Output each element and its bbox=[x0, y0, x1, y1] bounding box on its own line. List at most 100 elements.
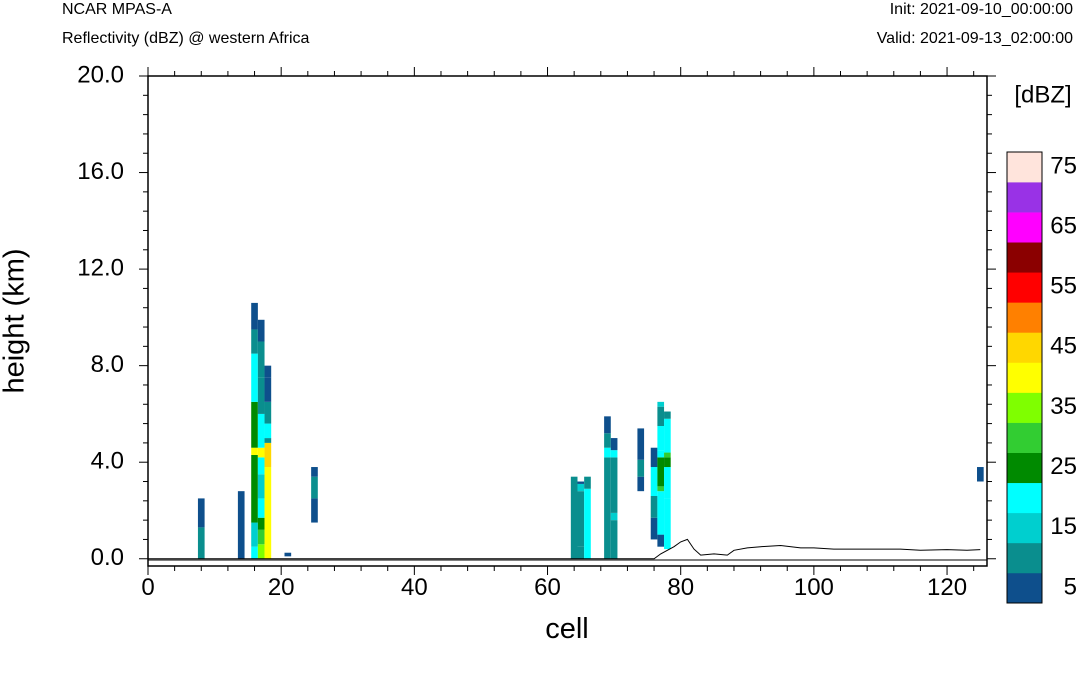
reflectivity-cell bbox=[264, 442, 272, 468]
colorbar-units: [dBZ] bbox=[1014, 81, 1071, 108]
reflectivity-cell bbox=[251, 302, 258, 330]
reflectivity-cell bbox=[251, 546, 258, 559]
colorbar-swatch bbox=[1007, 332, 1042, 363]
y-tick-label: 16.0 bbox=[77, 158, 124, 185]
reflectivity-cell bbox=[584, 476, 591, 489]
reflectivity-cell bbox=[664, 457, 671, 468]
y-tick-label: 0.0 bbox=[91, 544, 124, 571]
colorbar-swatch bbox=[1007, 212, 1042, 243]
colorbar-label: 15 bbox=[1050, 513, 1077, 540]
x-tick-label: 20 bbox=[268, 574, 295, 601]
reflectivity-cell bbox=[610, 457, 618, 513]
init-time: Init: 2021-09-10_00:00:00 bbox=[889, 1, 1073, 18]
reflectivity-cell bbox=[264, 365, 272, 378]
reflectivity-cell bbox=[251, 447, 258, 455]
reflectivity-cell bbox=[657, 486, 665, 492]
reflectivity-cell bbox=[637, 476, 645, 492]
reflectivity-cell bbox=[664, 418, 671, 453]
reflectivity-cell bbox=[610, 438, 618, 451]
colorbar-swatch bbox=[1007, 422, 1042, 453]
reflectivity-cell bbox=[570, 476, 578, 559]
colorbar-label: 65 bbox=[1050, 213, 1077, 240]
valid-time: Valid: 2021-09-13_02:00:00 bbox=[876, 30, 1073, 47]
reflectivity-cell bbox=[257, 517, 265, 530]
reflectivity-cell bbox=[257, 341, 265, 378]
terrain-line bbox=[148, 538, 981, 560]
reflectivity-cell bbox=[197, 498, 205, 528]
reflectivity-cell bbox=[251, 401, 258, 448]
colorbar-swatch bbox=[1007, 302, 1042, 333]
reflectivity-cell bbox=[257, 319, 265, 342]
reflectivity-cell bbox=[264, 467, 272, 559]
reflectivity-cell bbox=[664, 467, 671, 499]
x-axis-title: cell bbox=[545, 613, 589, 645]
reflectivity-cell bbox=[264, 401, 272, 424]
colorbar-swatch bbox=[1007, 362, 1042, 393]
reflectivity-cell bbox=[610, 520, 618, 559]
reflectivity-cell bbox=[637, 428, 645, 460]
reflectivity-cell bbox=[637, 459, 645, 477]
colorbar-label: 5 bbox=[1064, 573, 1077, 600]
reflectivity-cell bbox=[311, 467, 318, 477]
x-tick-label: 60 bbox=[534, 574, 561, 601]
y-tick-label: 20.0 bbox=[77, 61, 124, 88]
colorbar-label: 25 bbox=[1050, 453, 1077, 480]
x-tick-label: 0 bbox=[141, 574, 154, 601]
colorbar-swatch bbox=[1007, 182, 1042, 213]
reflectivity-cell bbox=[577, 483, 585, 492]
reflectivity-cell bbox=[657, 457, 665, 487]
reflectivity-cell bbox=[977, 467, 984, 482]
reflectivity-cell bbox=[664, 498, 671, 550]
reflectivity-cell bbox=[251, 454, 258, 523]
colorbar-swatch bbox=[1007, 242, 1042, 273]
x-tick-label: 120 bbox=[927, 574, 967, 601]
field-title: Reflectivity (dBZ) @ western Africa bbox=[62, 30, 310, 47]
colorbar-swatch bbox=[1007, 542, 1042, 574]
model-name: NCAR MPAS-A bbox=[62, 1, 172, 18]
reflectivity-cell bbox=[577, 546, 585, 559]
reflectivity-cell bbox=[657, 406, 665, 426]
colorbar-swatch bbox=[1007, 572, 1042, 604]
colorbar-swatch bbox=[1007, 482, 1042, 514]
reflectivity-cell bbox=[604, 416, 611, 434]
reflectivity-cell bbox=[251, 329, 258, 354]
reflectivity-cell bbox=[657, 426, 665, 451]
reflectivity-cell bbox=[264, 438, 272, 443]
reflectivity-cell bbox=[577, 491, 585, 547]
x-tick-label: 100 bbox=[794, 574, 834, 601]
reflectivity-cell bbox=[257, 544, 265, 559]
colorbar-swatch bbox=[1007, 392, 1042, 423]
reflectivity-cell bbox=[284, 552, 292, 557]
x-tick-label: 80 bbox=[667, 574, 694, 601]
colorbar: 5 15 25 35 45 55 65 75 bbox=[1006, 151, 1077, 604]
reflectivity-cell bbox=[664, 411, 671, 419]
reflectivity-cell bbox=[577, 481, 585, 484]
colorbar-swatch bbox=[1007, 512, 1042, 544]
reflectivity-cell bbox=[650, 467, 658, 496]
axis-ticks bbox=[139, 67, 996, 575]
reflectivity-cell bbox=[257, 447, 265, 458]
y-tick-label: 4.0 bbox=[91, 448, 124, 475]
y-tick-label: 8.0 bbox=[91, 351, 124, 378]
reflectivity-cell bbox=[604, 457, 611, 559]
reflectivity-cell bbox=[610, 512, 618, 521]
reflectivity-cell bbox=[604, 433, 611, 448]
reflectivity-cell bbox=[257, 498, 265, 518]
reflectivity-cell bbox=[650, 496, 658, 518]
colorbar-label: 75 bbox=[1050, 152, 1077, 179]
reflectivity-cell bbox=[264, 377, 272, 402]
colorbar-label: 45 bbox=[1050, 333, 1077, 360]
reflectivity-cell bbox=[584, 488, 591, 559]
reflectivity-cell bbox=[257, 413, 265, 448]
reflectivity-cell bbox=[257, 377, 265, 414]
reflectivity-cell bbox=[650, 447, 658, 468]
reflectivity-cell bbox=[657, 401, 665, 407]
reflectivity-cell bbox=[657, 491, 665, 535]
plot-frame bbox=[147, 75, 988, 567]
reflectivity-cell bbox=[264, 423, 272, 439]
reflectivity-cell bbox=[664, 452, 671, 458]
reflectivity-cell bbox=[311, 498, 318, 523]
x-tick-label: 40 bbox=[401, 574, 428, 601]
reflectivity-cell bbox=[197, 527, 205, 559]
reflectivity-cell bbox=[257, 474, 265, 499]
